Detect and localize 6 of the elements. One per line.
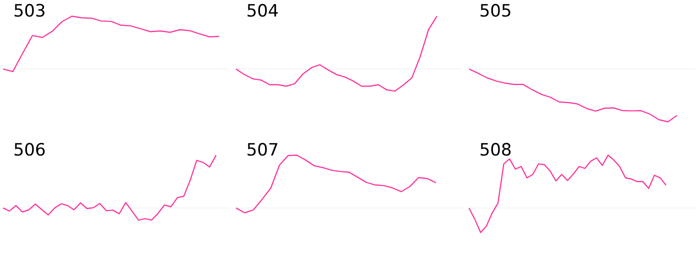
chart-title: 508 xyxy=(480,142,511,156)
chart-title: 507 xyxy=(248,142,278,156)
chart-title: 505 xyxy=(480,4,510,17)
chart-title: 503 xyxy=(14,4,44,17)
chart-title: 506 xyxy=(14,142,45,156)
chart-title: 504 xyxy=(248,4,278,17)
